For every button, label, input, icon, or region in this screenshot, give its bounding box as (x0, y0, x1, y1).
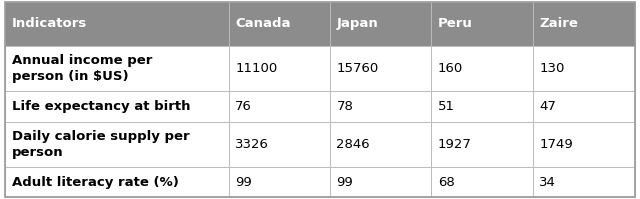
Bar (533, 2, 635, 46)
Text: 160: 160 (438, 62, 463, 75)
Bar (5, 46, 228, 91)
Bar (228, 2, 330, 46)
Bar (330, 122, 431, 167)
Bar (330, 46, 431, 91)
Text: 1927: 1927 (438, 138, 472, 151)
Text: 1749: 1749 (540, 138, 573, 151)
Bar (5, 167, 228, 197)
Text: 51: 51 (438, 100, 455, 113)
Text: 11100: 11100 (235, 62, 277, 75)
Text: 130: 130 (540, 62, 564, 75)
Bar (330, 167, 431, 197)
Bar (5, 2, 228, 46)
Text: 15760: 15760 (337, 62, 379, 75)
Bar (533, 91, 635, 122)
Bar (330, 2, 431, 46)
Text: 34: 34 (540, 176, 556, 189)
Text: Japan: Japan (337, 17, 378, 30)
Bar (5, 122, 228, 167)
Text: Annual income per
person (in $US): Annual income per person (in $US) (12, 54, 152, 83)
Text: 2846: 2846 (337, 138, 370, 151)
Text: 76: 76 (235, 100, 252, 113)
Text: Zaire: Zaire (540, 17, 578, 30)
Text: Life expectancy at birth: Life expectancy at birth (12, 100, 190, 113)
Bar (533, 46, 635, 91)
Bar (431, 122, 533, 167)
Text: 47: 47 (540, 100, 556, 113)
Text: Canada: Canada (235, 17, 291, 30)
Bar (228, 167, 330, 197)
Text: 78: 78 (337, 100, 353, 113)
Bar (228, 122, 330, 167)
Bar (228, 46, 330, 91)
Bar (5, 91, 228, 122)
Text: 99: 99 (235, 176, 252, 189)
Text: 3326: 3326 (235, 138, 269, 151)
Text: Indicators: Indicators (12, 17, 87, 30)
Bar (228, 91, 330, 122)
Bar (330, 91, 431, 122)
Bar (533, 167, 635, 197)
Bar (431, 2, 533, 46)
Text: 68: 68 (438, 176, 454, 189)
Text: 99: 99 (337, 176, 353, 189)
Bar (431, 46, 533, 91)
Bar (431, 167, 533, 197)
Bar (431, 91, 533, 122)
Text: Peru: Peru (438, 17, 473, 30)
Text: Adult literacy rate (%): Adult literacy rate (%) (12, 176, 179, 189)
Bar (533, 122, 635, 167)
Text: Daily calorie supply per
person: Daily calorie supply per person (12, 130, 189, 159)
